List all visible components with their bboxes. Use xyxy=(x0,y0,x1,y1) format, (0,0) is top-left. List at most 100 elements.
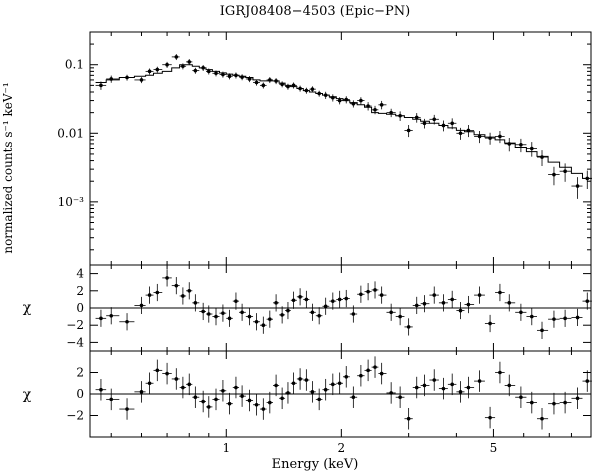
data-point xyxy=(165,62,169,67)
data-point xyxy=(181,385,185,390)
x-tick-label: 2 xyxy=(338,441,346,455)
data-point xyxy=(268,317,272,321)
data-point xyxy=(165,276,169,280)
data-point xyxy=(165,371,169,376)
data-point xyxy=(109,313,114,318)
data-point xyxy=(507,383,512,388)
spectrum-panel: normalized counts s⁻¹ keV⁻¹ xyxy=(1,31,592,266)
data-point xyxy=(147,293,152,297)
data-point xyxy=(498,290,502,295)
residuals-top-y-axis-label: χ xyxy=(23,300,32,316)
data-point xyxy=(585,379,590,383)
data-point xyxy=(414,303,419,308)
data-point xyxy=(540,416,544,421)
data-point xyxy=(254,319,259,324)
data-point xyxy=(414,115,419,120)
chart-title: IGRJ08408−4503 (Epic−PN) xyxy=(220,4,410,19)
data-point xyxy=(155,67,160,72)
data-point xyxy=(174,283,179,288)
data-point xyxy=(181,64,185,69)
y-tick-label: 4 xyxy=(76,267,84,281)
data-point xyxy=(254,402,259,407)
data-point xyxy=(187,289,192,293)
data-point xyxy=(201,309,205,314)
data-point xyxy=(337,98,342,103)
data-point xyxy=(139,78,144,82)
data-point xyxy=(109,397,114,402)
data-point xyxy=(422,383,427,388)
data-point xyxy=(317,397,321,402)
y-tick-label: −2 xyxy=(66,409,84,423)
data-point xyxy=(351,395,356,400)
data-point xyxy=(310,310,315,315)
y-tick-label: 2 xyxy=(76,366,84,380)
data-point xyxy=(379,293,384,297)
data-point xyxy=(280,396,284,401)
data-point xyxy=(488,321,492,326)
data-point xyxy=(441,386,446,391)
data-point xyxy=(247,77,252,81)
data-point xyxy=(206,405,211,409)
data-point xyxy=(298,377,302,381)
data-point xyxy=(234,299,238,303)
data-point xyxy=(458,131,463,136)
x-tick-label: 5 xyxy=(490,441,498,455)
data-point xyxy=(187,382,192,387)
data-point xyxy=(337,297,342,302)
data-point xyxy=(174,55,179,59)
data-point xyxy=(498,370,502,375)
x-axis-label: Energy (keV) xyxy=(272,457,359,472)
data-point xyxy=(563,169,567,173)
data-point xyxy=(366,289,370,294)
data-point xyxy=(389,310,393,315)
data-point xyxy=(193,68,198,73)
data-point xyxy=(193,395,198,400)
data-point xyxy=(261,407,266,411)
data-point xyxy=(406,416,411,421)
data-point xyxy=(227,74,232,79)
spectrum-y-axis-label: normalized counts s⁻¹ keV⁻¹ xyxy=(1,82,15,253)
data-point xyxy=(552,401,556,406)
data-point xyxy=(529,314,534,319)
data-point xyxy=(206,312,211,316)
y-tick-label: 0 xyxy=(76,301,84,315)
data-point xyxy=(274,301,278,305)
data-point xyxy=(247,398,252,403)
data-point xyxy=(221,311,225,315)
data-point xyxy=(193,301,198,305)
data-point xyxy=(432,378,437,382)
data-point xyxy=(379,103,384,107)
data-point xyxy=(125,319,129,324)
data-point xyxy=(240,394,244,398)
data-point xyxy=(406,325,411,329)
data-point xyxy=(575,184,580,188)
data-point xyxy=(310,390,315,394)
data-point xyxy=(422,301,427,306)
data-point xyxy=(519,395,523,400)
data-point xyxy=(147,69,152,74)
data-point xyxy=(155,290,160,295)
y-tick-label: 10⁻³ xyxy=(58,195,85,209)
data-point xyxy=(498,134,502,139)
data-point xyxy=(187,60,192,64)
data-point xyxy=(221,388,225,393)
data-point xyxy=(450,297,454,302)
data-point xyxy=(432,293,437,297)
data-point xyxy=(291,381,296,386)
data-point xyxy=(99,316,103,321)
data-point xyxy=(398,395,402,400)
data-point xyxy=(379,371,384,376)
residuals-bottom-y-axis-label: χ xyxy=(23,387,32,403)
data-point xyxy=(214,71,218,76)
data-point xyxy=(466,385,471,390)
data-point xyxy=(155,368,160,373)
data-point xyxy=(414,385,419,390)
data-point xyxy=(389,110,393,115)
data-point xyxy=(298,295,302,299)
data-point xyxy=(139,303,144,308)
data-point xyxy=(147,381,152,386)
data-point xyxy=(422,121,427,126)
data-point xyxy=(458,390,463,394)
data-point xyxy=(585,299,590,303)
